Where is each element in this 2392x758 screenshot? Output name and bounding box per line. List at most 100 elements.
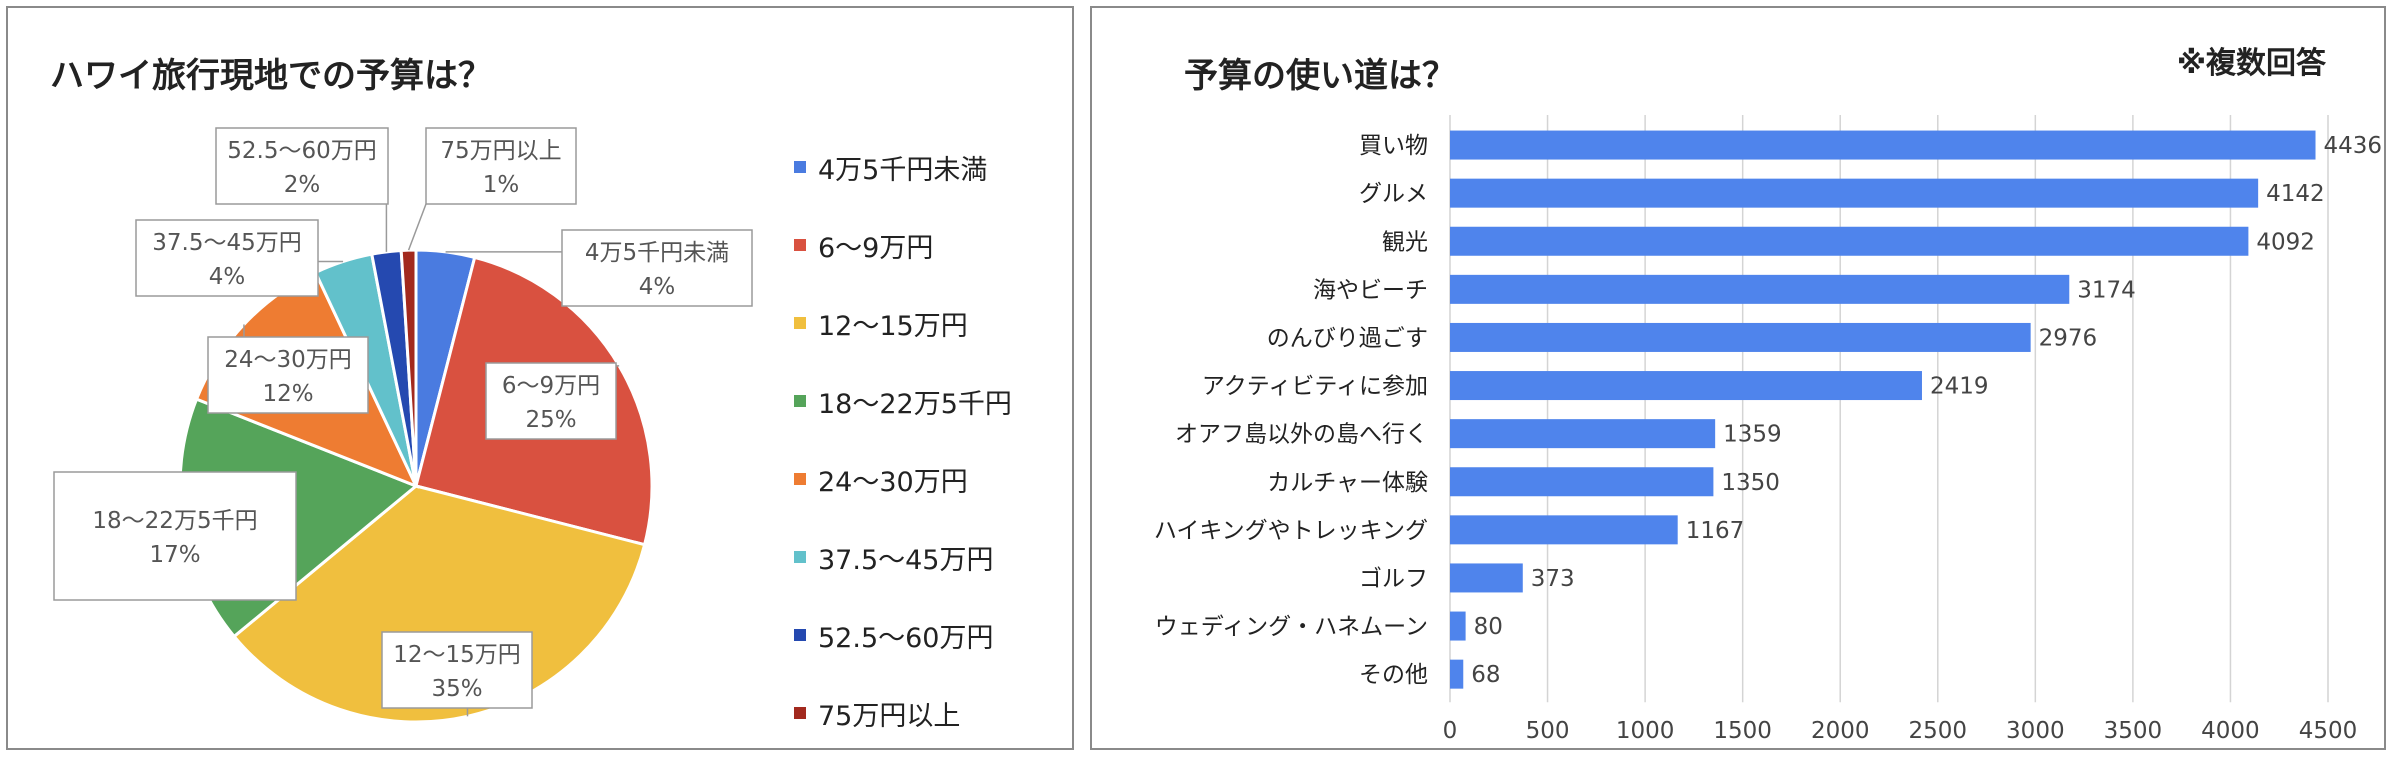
- bar-chart-title: 予算の使い道は？: [1184, 56, 1456, 96]
- x-tick-label: 3500: [2104, 718, 2163, 744]
- x-tick-label: 3000: [2006, 718, 2065, 744]
- x-tick-label: 1500: [1713, 718, 1772, 744]
- legend-label: 4万5千円未満: [818, 154, 988, 186]
- data-label-text: 2%: [284, 172, 321, 198]
- x-tick-label: 500: [1526, 718, 1570, 744]
- data-label-box: [425, 127, 577, 205]
- bar: [1450, 226, 2249, 256]
- legend-label: 18〜22万5千円: [818, 388, 1012, 420]
- pie-chart-panel: ハワイ旅行現地での予算は？ 4万5千円未満 4% 6〜9万円 25% 12〜15万円 35…: [6, 6, 1074, 750]
- legend-item: 18〜22万5千円: [794, 362, 1012, 440]
- x-tick-label: 4000: [2201, 718, 2260, 744]
- pie-chart-title: ハワイ旅行現地での予算は？: [50, 56, 492, 96]
- data-label-text: 12%: [262, 381, 313, 407]
- value-label: 373: [1531, 566, 1575, 592]
- x-tick-label: 0: [1443, 718, 1458, 744]
- data-label-text: 17%: [149, 542, 200, 568]
- bar: [1450, 274, 2070, 304]
- data-label-text: 4%: [209, 264, 246, 290]
- value-label: 2976: [2039, 325, 2098, 351]
- legend-label: 6〜9万円: [818, 232, 934, 264]
- value-label: 2419: [1930, 374, 1989, 400]
- data-label-text: 37.5〜45万円: [152, 230, 301, 256]
- pie-slice: [399, 248, 418, 487]
- bar: [1450, 563, 1523, 593]
- data-label-text: 18〜22万5千円: [92, 508, 257, 534]
- x-tick-label: 2000: [1811, 718, 1870, 744]
- legend-swatch: [794, 473, 806, 485]
- value-label: 3174: [2077, 277, 2136, 303]
- value-label: 80: [1474, 614, 1503, 640]
- bar: [1450, 515, 1678, 545]
- category-label: 観光: [1382, 229, 1428, 255]
- data-label-text: 6〜9万円: [502, 373, 600, 399]
- x-tick-label: 2500: [1909, 718, 1968, 744]
- data-label-box: [561, 229, 753, 307]
- category-label: その他: [1359, 662, 1428, 688]
- legend-item: 37.5〜45万円: [794, 518, 1012, 596]
- data-label-text: 35%: [431, 676, 482, 702]
- legend-swatch: [794, 551, 806, 563]
- data-label-text: 24〜30万円: [224, 347, 352, 373]
- category-label: グルメ: [1359, 181, 1428, 207]
- legend-item: 24〜30万円: [794, 440, 1012, 518]
- category-label: カルチャー体験: [1267, 470, 1428, 496]
- bar-chart-panel: 予算の使い道は？ ※複数回答 0 500 1000 1500 2000 2500 3000 3…: [1090, 6, 2386, 750]
- value-label: 1350: [1721, 470, 1780, 496]
- legend-label: 37.5〜45万円: [818, 544, 994, 576]
- category-label: のんびり過ごす: [1267, 325, 1428, 351]
- legend-swatch: [794, 707, 806, 719]
- data-label-text: 52.5〜60万円: [227, 138, 376, 164]
- multiple-answer-note: ※複数回答: [2176, 46, 2326, 81]
- x-tick-label: 4500: [2299, 718, 2358, 744]
- legend-swatch: [794, 317, 806, 329]
- legend-item: 75万円以上: [794, 674, 1012, 752]
- data-label-box: [381, 631, 533, 709]
- legend-swatch: [794, 161, 806, 173]
- data-label-text: 12〜15万円: [393, 642, 521, 668]
- legend-item: 12〜15万円: [794, 284, 1012, 362]
- data-label-text: 75万円以上: [440, 138, 561, 164]
- value-label: 68: [1471, 662, 1500, 688]
- data-label-text: 1%: [483, 172, 520, 198]
- category-label: ゴルフ: [1359, 566, 1428, 592]
- legend-label: 75万円以上: [818, 700, 961, 732]
- legend-item: 4万5千円未満: [794, 128, 1012, 206]
- data-label-box: [485, 362, 617, 440]
- data-label-box: [207, 336, 369, 414]
- data-label-text: 4万5千円未満: [585, 240, 729, 266]
- bar: [1450, 178, 2259, 208]
- category-label: ウェディング・ハネムーン: [1155, 614, 1428, 640]
- pie-chart: 4万5千円未満 4% 6〜9万円 25% 12〜15万円 35% 18〜22万5千円 17% 2…: [53, 127, 753, 724]
- category-label: ハイキングやトレッキング: [1154, 518, 1428, 544]
- data-label-box: [53, 471, 297, 601]
- pie-legend: 4万5千円未満 6〜9万円 12〜15万円 18〜22万5千円 24〜30万円 37.5〜…: [794, 128, 1012, 752]
- legend-swatch: [794, 395, 806, 407]
- category-label: アクティビティに参加: [1202, 374, 1428, 400]
- data-label-text: 4%: [639, 274, 676, 300]
- bar: [1450, 659, 1464, 689]
- legend-item: 52.5〜60万円: [794, 596, 1012, 674]
- bar: [1450, 467, 1714, 497]
- category-label: 海やビーチ: [1313, 277, 1428, 303]
- bar: [1450, 130, 2316, 160]
- bar: [1450, 371, 1922, 401]
- legend-swatch: [794, 629, 806, 641]
- label-connector: [407, 203, 427, 251]
- legend-swatch: [794, 239, 806, 251]
- value-label: 4436: [2324, 133, 2383, 159]
- data-label-text: 25%: [525, 407, 576, 433]
- data-label-box: [135, 219, 319, 297]
- bar-chart: 0 500 1000 1500 2000 2500 3000 3500 4000 4500 買い物 4…: [1154, 115, 2383, 744]
- legend-label: 52.5〜60万円: [818, 622, 994, 654]
- value-label: 4092: [2256, 229, 2315, 255]
- bar: [1450, 419, 1716, 449]
- value-label: 4142: [2266, 181, 2325, 207]
- legend-item: 6〜9万円: [794, 206, 1012, 284]
- value-label: 1167: [1686, 518, 1745, 544]
- x-tick-label: 1000: [1616, 718, 1675, 744]
- bar: [1450, 611, 1466, 641]
- value-label: 1359: [1723, 422, 1782, 448]
- bar: [1450, 322, 2031, 352]
- category-label: 買い物: [1359, 133, 1428, 159]
